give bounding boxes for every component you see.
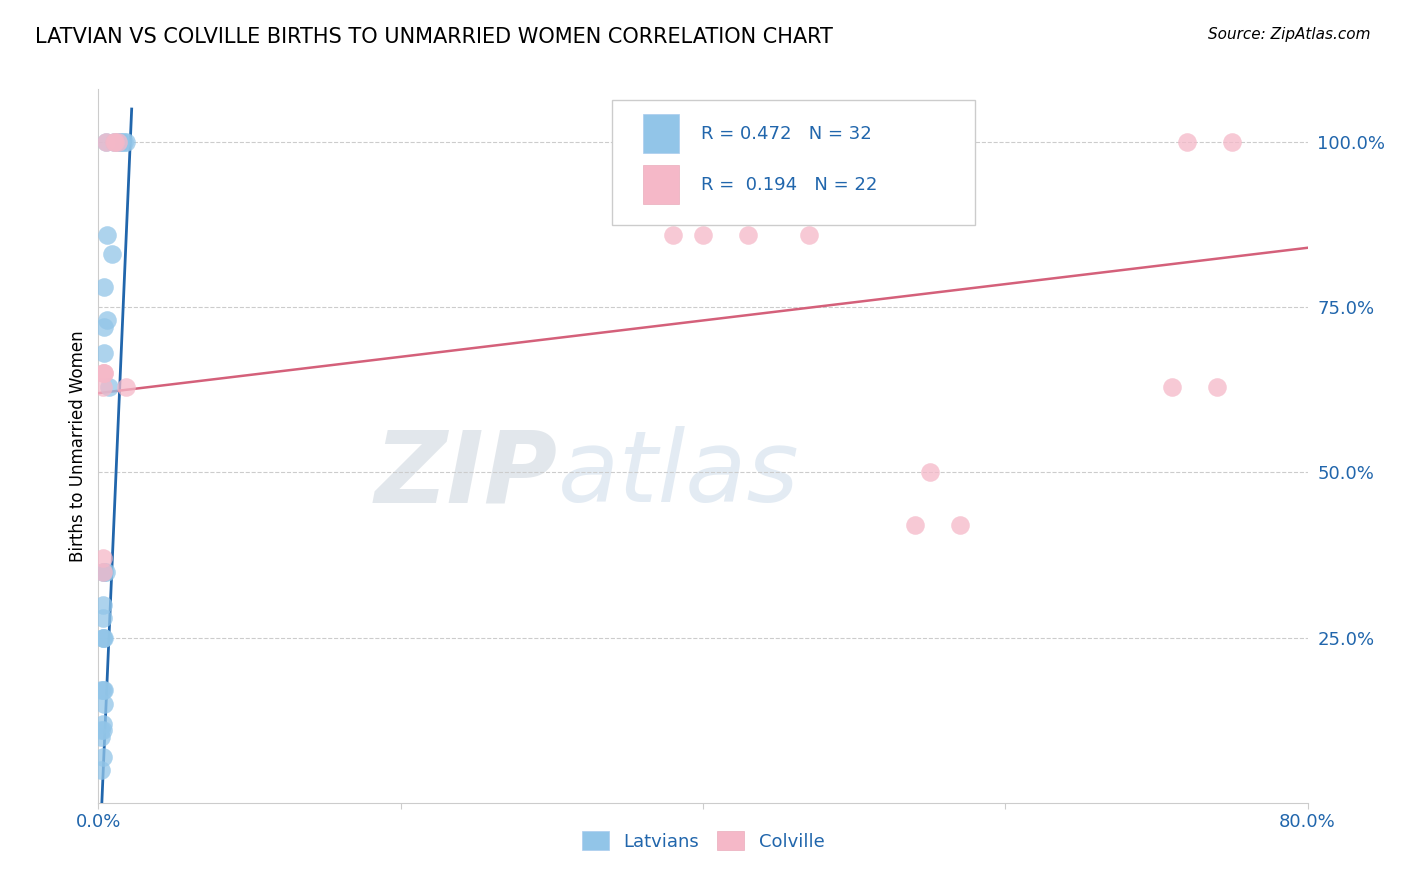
Point (101, 247, 124, 261)
Point (93, 697, 115, 711)
Point (1175, 135, 1198, 149)
Point (93, 683, 115, 698)
Point (91, 631, 114, 645)
Y-axis label: Births to Unmarried Women: Births to Unmarried Women (69, 330, 87, 562)
Point (93, 367, 115, 381)
Point (90, 723, 112, 738)
Point (96, 313, 118, 327)
Point (91, 716, 114, 731)
Point (91, 611, 114, 625)
Text: atlas: atlas (558, 426, 800, 523)
Point (1206, 379, 1229, 393)
Point (114, 135, 136, 149)
Point (91, 683, 114, 698)
Point (103, 135, 125, 149)
FancyBboxPatch shape (613, 100, 976, 225)
Point (91, 367, 114, 381)
Point (90, 763, 112, 777)
Point (1220, 135, 1243, 149)
Point (1160, 379, 1182, 393)
Point (918, 466, 941, 480)
Bar (643, 165, 679, 204)
Point (98, 379, 121, 393)
Text: R =  0.194   N = 22: R = 0.194 N = 22 (700, 176, 877, 194)
Point (692, 227, 714, 242)
Point (107, 135, 129, 149)
Point (904, 518, 927, 533)
Point (93, 367, 115, 381)
Point (93, 565, 115, 579)
Point (91, 749, 114, 764)
Text: R = 0.472   N = 32: R = 0.472 N = 32 (700, 125, 872, 143)
Point (91, 551, 114, 566)
Point (91, 598, 114, 612)
Point (90, 730, 112, 744)
Point (93, 346, 115, 360)
Point (93, 631, 115, 645)
Point (91, 631, 114, 645)
Point (107, 135, 129, 149)
Point (114, 379, 136, 393)
Bar (643, 114, 679, 153)
Point (949, 518, 972, 533)
Point (104, 135, 127, 149)
Point (91, 565, 114, 579)
Text: ZIP: ZIP (375, 426, 558, 523)
Point (93, 280, 115, 294)
Point (112, 135, 135, 149)
Point (93, 320, 115, 334)
Legend: Latvians, Colville: Latvians, Colville (575, 824, 831, 858)
Point (110, 135, 132, 149)
Point (94, 135, 117, 149)
Point (94, 565, 117, 579)
Point (797, 227, 820, 242)
Text: LATVIAN VS COLVILLE BIRTHS TO UNMARRIED WOMEN CORRELATION CHART: LATVIAN VS COLVILLE BIRTHS TO UNMARRIED … (35, 27, 832, 46)
Point (108, 135, 131, 149)
Point (103, 135, 125, 149)
Text: Source: ZipAtlas.com: Source: ZipAtlas.com (1208, 27, 1371, 42)
Point (91, 565, 114, 579)
Point (737, 227, 759, 242)
Point (91, 379, 114, 393)
Point (94, 135, 117, 149)
Point (91, 723, 114, 738)
Point (90, 683, 112, 698)
Point (96, 227, 118, 242)
Point (661, 227, 683, 242)
